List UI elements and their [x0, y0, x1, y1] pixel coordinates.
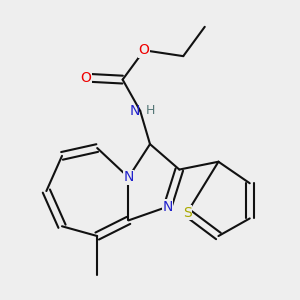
Text: S: S	[183, 206, 191, 220]
Text: N: N	[129, 104, 140, 118]
Text: N: N	[123, 170, 134, 184]
Text: N: N	[162, 200, 173, 214]
Text: O: O	[80, 70, 91, 85]
Text: H: H	[145, 104, 155, 117]
Text: O: O	[139, 43, 150, 57]
